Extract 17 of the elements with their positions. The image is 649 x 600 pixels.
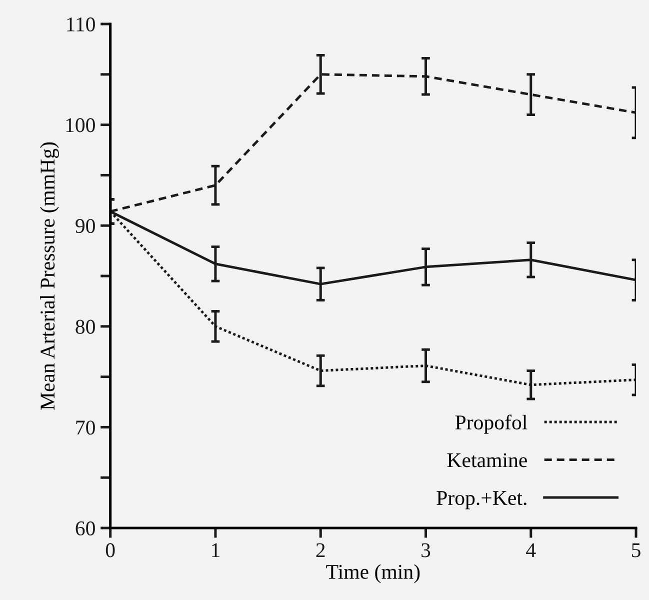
x-tick-label: 3 <box>422 543 430 558</box>
y-tick-label: 110 <box>67 17 95 32</box>
x-tick-label: 5 <box>632 543 640 558</box>
x-tick-label: 2 <box>316 543 325 558</box>
y-tick-label: 90 <box>76 218 95 234</box>
x-tick-label: 4 <box>526 543 536 558</box>
y-tick-label: 70 <box>76 420 95 435</box>
legend-label: Ketamine <box>447 453 527 468</box>
x-tick-label: 1 <box>212 543 220 558</box>
y-tick-label: 80 <box>76 320 95 334</box>
y-tick-label: 60 <box>76 521 95 536</box>
y-tick-label: 100 <box>66 118 95 132</box>
x-axis-title: Time (min) <box>326 564 420 584</box>
legend-label: Propofol <box>455 414 528 434</box>
y-axis-title: Mean Arterial Pressure (mmHg) <box>40 142 59 410</box>
x-tick-label: 0 <box>106 543 115 558</box>
legend-label: Prop.+Ket. <box>436 491 526 510</box>
